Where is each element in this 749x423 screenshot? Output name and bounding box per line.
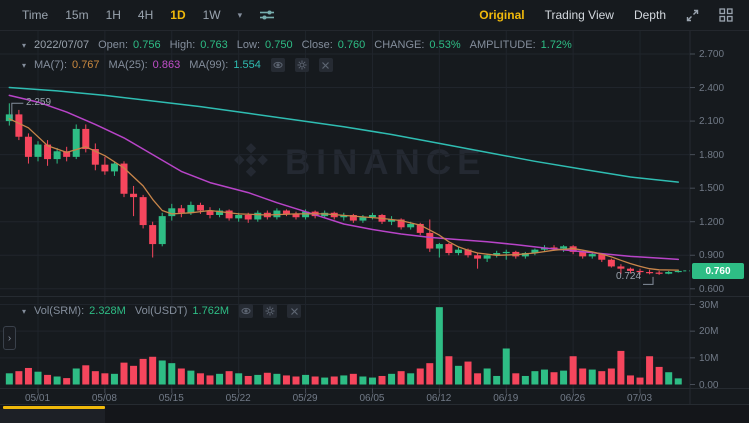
interval-1h[interactable]: 1H: [105, 8, 121, 22]
open-value: 0.756: [133, 39, 161, 51]
ma7-value: 0.767: [72, 59, 100, 71]
ma25-label: MA(25):: [108, 59, 148, 71]
indicators-icon[interactable]: [259, 9, 275, 21]
amplitude-value: 1.72%: [540, 39, 572, 51]
change-label: CHANGE:: [374, 39, 425, 51]
high-label: High:: [169, 39, 196, 51]
interval-4h[interactable]: 4H: [137, 8, 154, 22]
ma25-value: 0.863: [152, 59, 181, 71]
high-value: 0.763: [200, 39, 228, 51]
fullscreen-icon[interactable]: [686, 9, 699, 22]
chart-mode-tabs: Original Trading View Depth: [479, 0, 749, 30]
ma99-value: 1.554: [233, 59, 261, 71]
tab-depth[interactable]: Depth: [633, 8, 666, 22]
collapse-caret-icon[interactable]: ▾: [22, 306, 27, 316]
ma-legend: ▾ MA(7): 0.767 MA(25): 0.863 MA(99): 1.5…: [22, 58, 333, 72]
interval-1w[interactable]: 1W: [202, 8, 221, 22]
hide-indicator-button[interactable]: [270, 58, 285, 72]
ma7-label: MA(7):: [34, 59, 68, 71]
interval-selector: Time 15m 1H 4H 1D 1W ▾: [0, 0, 275, 30]
chart-toolbar: Time 15m 1H 4H 1D 1W ▾ Original Trading …: [0, 0, 749, 31]
scrollbar-handle[interactable]: [0, 409, 105, 423]
volume-legend: ▾ Vol(SRM): 2.328M Vol(USDT) 1.762M: [22, 304, 302, 318]
chart-scrollbar[interactable]: [0, 405, 749, 423]
tab-original[interactable]: Original: [479, 8, 525, 22]
low-value: 0.750: [265, 39, 293, 51]
time-menu[interactable]: Time: [22, 8, 49, 22]
close-label: Close:: [301, 39, 333, 51]
open-label: Open:: [98, 39, 129, 51]
ohlc-legend: ▾ 2022/07/07 Open: 0.756 High: 0.763 Low…: [22, 39, 572, 51]
chevron-down-icon[interactable]: ▾: [237, 9, 243, 20]
tab-trading-view[interactable]: Trading View: [544, 8, 614, 22]
collapse-caret-icon[interactable]: ▾: [22, 60, 27, 70]
indicator-settings-button[interactable]: [294, 58, 309, 72]
indicator-settings-button[interactable]: [263, 304, 278, 318]
amplitude-label: AMPLITUDE:: [469, 39, 536, 51]
close-value: 0.760: [337, 39, 366, 51]
legend-date: 2022/07/07: [34, 39, 90, 51]
ma99-label: MA(99):: [189, 59, 229, 71]
collapse-caret-icon[interactable]: ▾: [22, 40, 27, 50]
vol-srm-value: 2.328M: [89, 305, 126, 317]
change-value: 0.53%: [429, 39, 461, 51]
grid-layout-icon[interactable]: [719, 8, 733, 22]
pane-expand-handle[interactable]: ›: [3, 326, 16, 350]
remove-indicator-button[interactable]: [318, 58, 333, 72]
last-price-badge: 0.760: [692, 263, 744, 279]
vol-usdt-value: 1.762M: [192, 305, 230, 317]
interval-15m[interactable]: 15m: [65, 8, 89, 22]
low-label: Low:: [236, 39, 261, 51]
vol-srm-label: Vol(SRM):: [34, 305, 85, 317]
vol-usdt-label: Vol(USDT): [134, 305, 188, 317]
remove-indicator-button[interactable]: [287, 304, 302, 318]
scrollbar-range-accent[interactable]: [3, 406, 105, 409]
interval-1d[interactable]: 1D: [170, 8, 186, 22]
hide-indicator-button[interactable]: [239, 304, 254, 318]
